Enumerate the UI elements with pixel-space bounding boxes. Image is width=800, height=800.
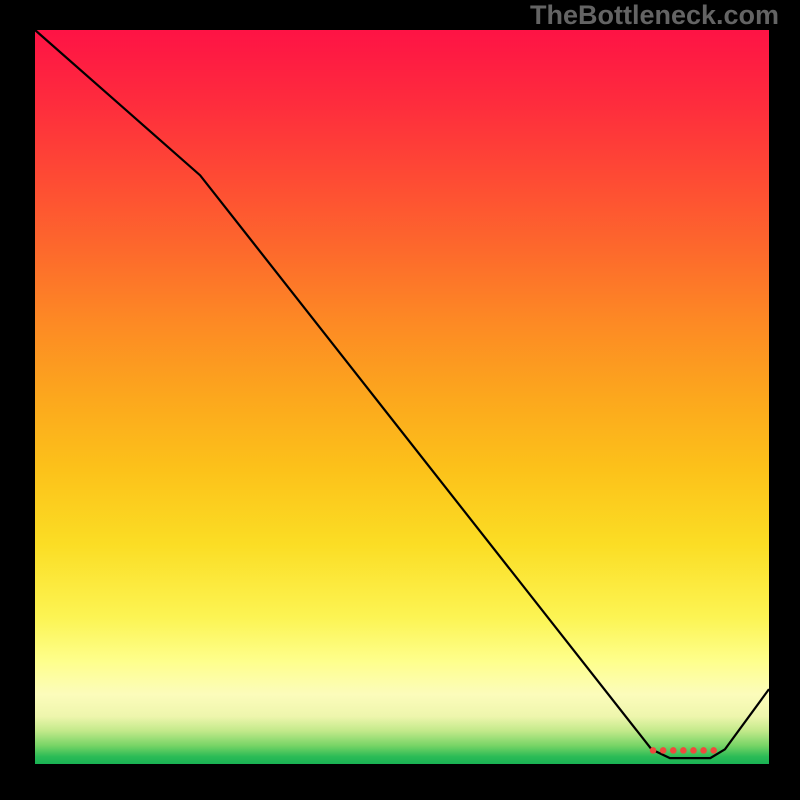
chart-line-series <box>35 30 769 758</box>
chart-root: TheBottleneck.com <box>0 0 800 800</box>
chart-plot-area <box>35 30 769 764</box>
watermark-text: TheBottleneck.com <box>530 0 779 31</box>
chart-svg-layer <box>35 30 769 764</box>
